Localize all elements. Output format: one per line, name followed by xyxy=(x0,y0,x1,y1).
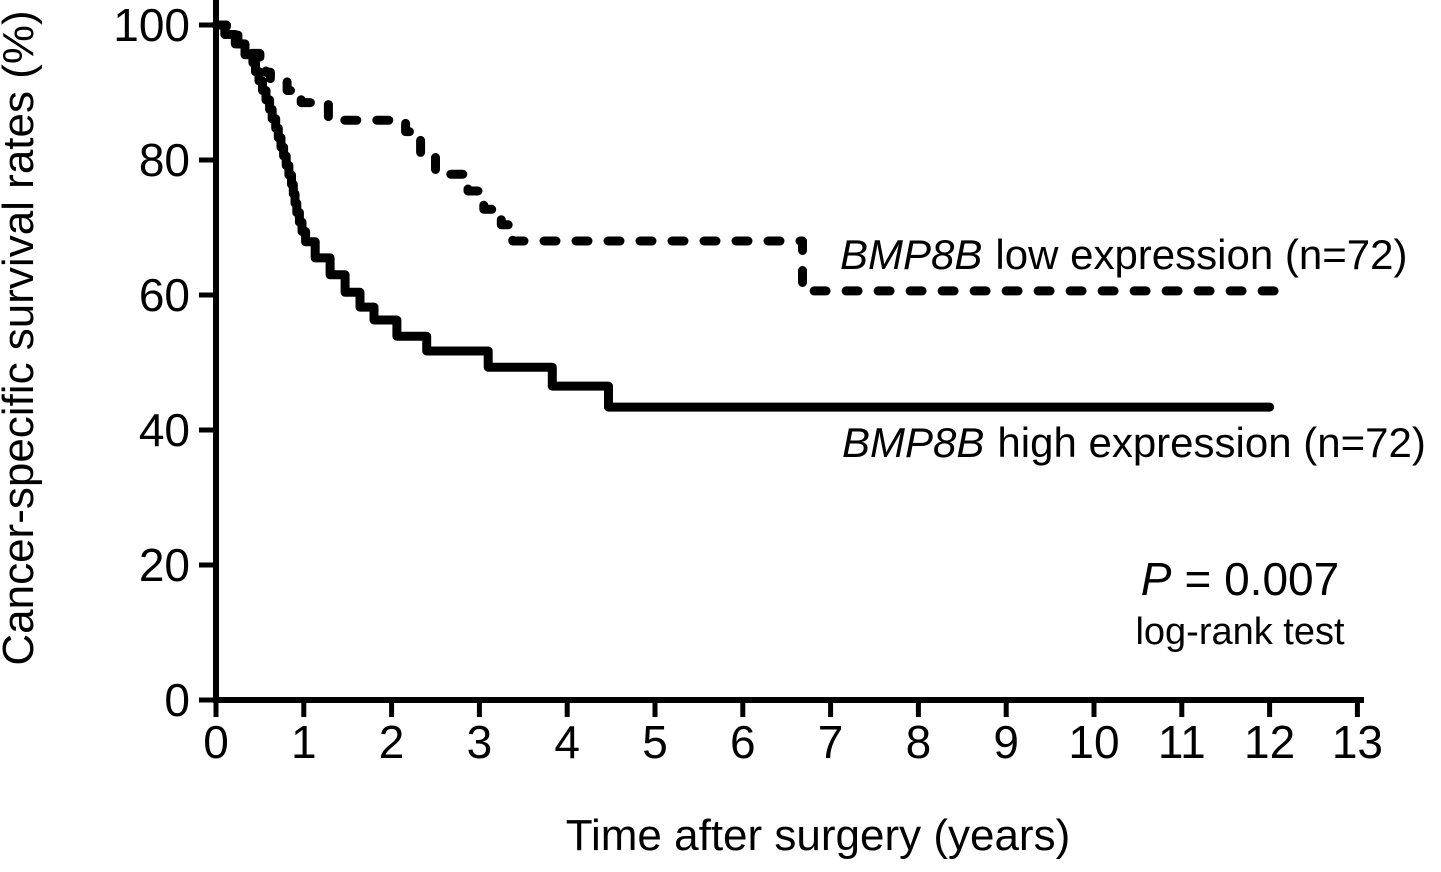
legend-label-high: BMP8B high expression (n=72) xyxy=(842,419,1426,466)
y-axis-title: Cancer-specific survival rates (%) xyxy=(0,10,43,665)
y-tick-label: 20 xyxy=(139,539,190,591)
x-tick-label: 3 xyxy=(467,716,493,768)
x-tick-label: 0 xyxy=(203,716,229,768)
x-tick-label: 7 xyxy=(818,716,844,768)
x-tick-label: 2 xyxy=(379,716,405,768)
survival-curve-low xyxy=(211,20,1296,296)
p-value-number: = 0.007 xyxy=(1184,553,1339,605)
y-tick-label: 80 xyxy=(139,134,190,186)
legend-gene-name: BMP8B xyxy=(840,231,982,278)
survival-curve-high xyxy=(211,20,1275,412)
x-tick-label: 13 xyxy=(1332,716,1383,768)
x-tick-label: 10 xyxy=(1068,716,1119,768)
y-tick-label: 0 xyxy=(164,674,190,726)
x-tick-label: 5 xyxy=(642,716,668,768)
p-value-symbol: P xyxy=(1141,553,1172,605)
x-tick-label: 11 xyxy=(1158,716,1206,768)
labels: Cancer-specific survival rates (%) Time a… xyxy=(0,10,1426,860)
x-tick-label: 12 xyxy=(1244,716,1295,768)
x-tick-label: 1 xyxy=(291,716,317,768)
x-tick-label: 9 xyxy=(993,716,1019,768)
x-tick-label: 4 xyxy=(554,716,580,768)
y-tick-label: 100 xyxy=(113,0,190,51)
legend-gene-name: BMP8B xyxy=(842,419,984,466)
y-tick-label: 40 xyxy=(139,404,190,456)
legend-label-text: high expression (n=72) xyxy=(997,419,1425,466)
x-tick-label: 8 xyxy=(906,716,932,768)
y-tick-label: 60 xyxy=(139,269,190,321)
curves xyxy=(211,20,1296,412)
x-tick-label: 6 xyxy=(730,716,756,768)
x-axis-title: Time after surgery (years) xyxy=(566,811,1070,860)
legend-label-text: low expression (n=72) xyxy=(995,231,1407,278)
p-value-text: P = 0.007 xyxy=(1141,553,1339,605)
legend-label-low: BMP8B low expression (n=72) xyxy=(840,231,1407,278)
test-name-text: log-rank test xyxy=(1135,611,1345,653)
